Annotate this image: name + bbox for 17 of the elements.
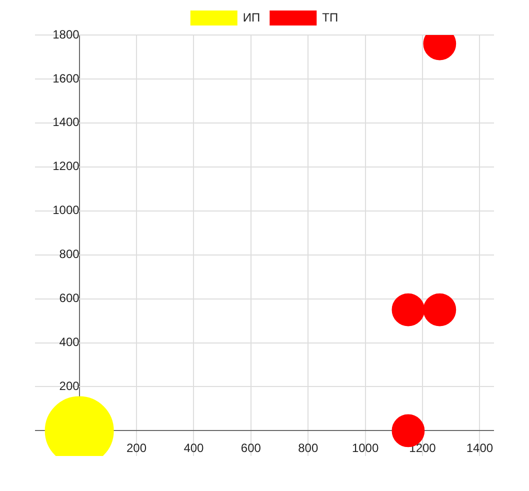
y-tick-label: 1000 xyxy=(52,203,80,218)
x-tick-label: 200 xyxy=(126,441,147,456)
y-tick-label: 800 xyxy=(59,247,80,262)
y-tick-label: 1800 xyxy=(52,27,80,42)
y-tick-label: 1600 xyxy=(52,71,80,86)
legend-label: ТП xyxy=(322,10,338,24)
x-tick-label: 600 xyxy=(240,441,262,456)
y-tick-label: 600 xyxy=(59,291,80,306)
y-tick-label: 1200 xyxy=(52,159,80,174)
legend-label: ИП xyxy=(242,10,260,24)
y-tick-label: 400 xyxy=(59,335,80,350)
y-tick-label: 200 xyxy=(59,379,80,394)
x-tick-label: 400 xyxy=(184,441,204,456)
y-tick-label: 1400 xyxy=(52,115,80,130)
x-tick-label: 800 xyxy=(298,441,318,456)
x-tick-label: 1400 xyxy=(466,441,494,456)
x-tick-label: 1000 xyxy=(352,441,379,456)
